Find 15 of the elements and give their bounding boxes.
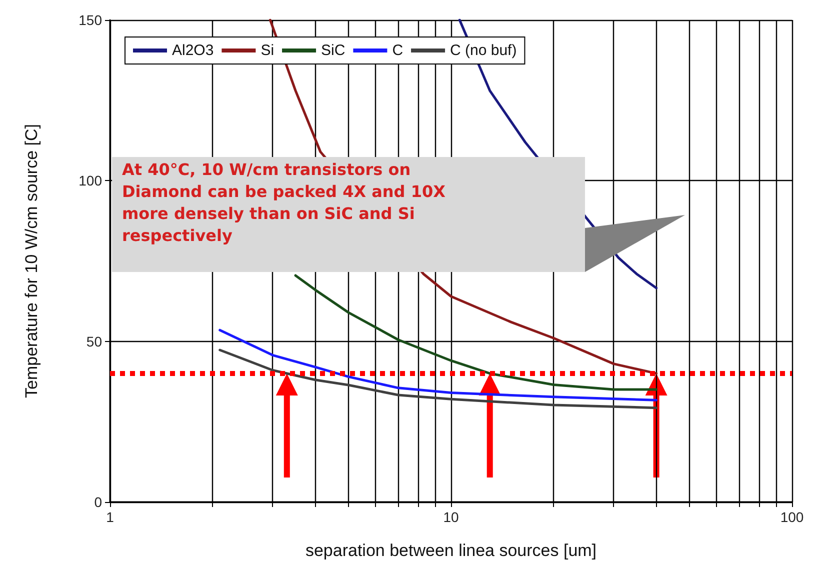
y-tick-label: 100 bbox=[78, 172, 102, 189]
legend-label: C (no buf) bbox=[450, 42, 517, 59]
y-tick-label: 50 bbox=[86, 333, 102, 350]
x-tick-label: 100 bbox=[780, 509, 804, 525]
x-tick-label: 1 bbox=[106, 509, 114, 525]
y-tick-label: 150 bbox=[78, 12, 102, 28]
y-tick-label: 0 bbox=[94, 494, 102, 510]
legend-label: SiC bbox=[321, 42, 346, 59]
legend-label: C bbox=[392, 42, 404, 59]
legend-label: Al2O3 bbox=[172, 42, 214, 59]
x-tick-label: 10 bbox=[443, 509, 459, 525]
x-axis-title: separation between linea sources [um] bbox=[305, 541, 597, 560]
legend-label: Si bbox=[260, 42, 274, 59]
annotation: At 40°C, 10 W/cm transistors on Diamond can be packed 4X and 10X more densely than on SiC and Si respectively bbox=[121, 159, 446, 247]
y-axis-title: Temperature for 10 W/cm source [C] bbox=[22, 124, 41, 398]
